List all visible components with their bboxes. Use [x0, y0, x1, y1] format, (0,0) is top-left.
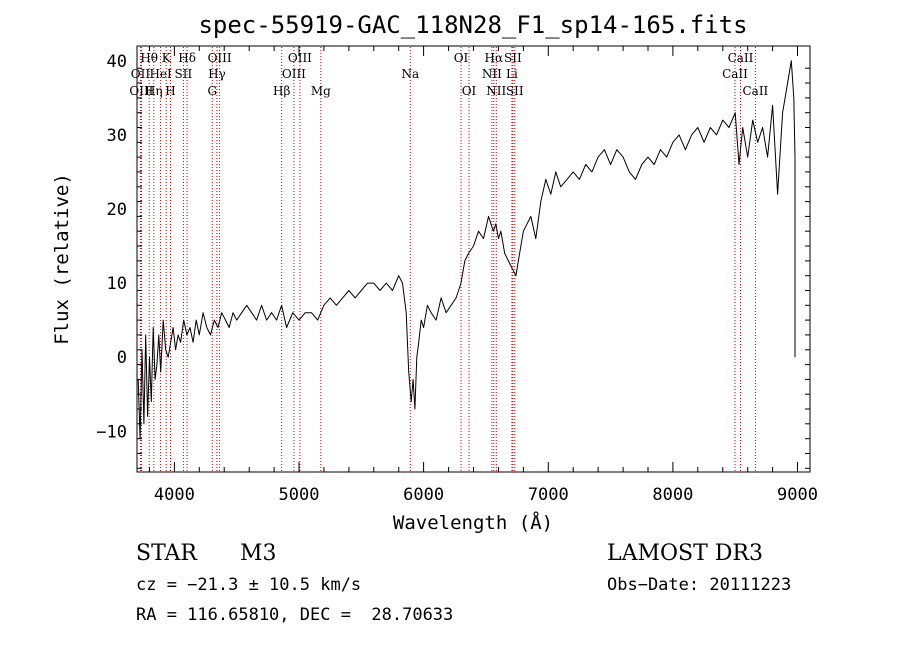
spectrum-series [137, 60, 796, 440]
line-label: CaII [742, 84, 768, 98]
line-label: CaII [728, 51, 754, 65]
x-axis-label: Wavelength (Å) [393, 511, 553, 534]
line-label: OIII [208, 51, 232, 65]
chart-title: spec-55919-GAC_118N28_F1_sp14-165.fits [198, 11, 747, 39]
line-label: OI [462, 84, 477, 98]
x-tick-label: 4000 [154, 485, 195, 505]
x-tick-label: 9000 [777, 485, 818, 505]
coords-text: RA = 116.65810, DEC = 28.70633 [136, 605, 453, 625]
line-label: CaII [722, 67, 748, 81]
line-label: Mg [311, 84, 331, 98]
spectrum-line [137, 60, 796, 440]
x-axis: 4000 5000 6000 7000 8000 9000 [149, 46, 818, 505]
x-tick-label: 7000 [528, 485, 569, 505]
line-label: Hγ [208, 67, 226, 81]
survey-name: LAMOST DR3 [607, 541, 763, 566]
line-label: Hθ [140, 51, 158, 65]
line-label: OIII [282, 67, 306, 81]
x-tick-label: 8000 [652, 485, 693, 505]
object-class: STAR [136, 541, 198, 566]
x-tick-label: 5000 [279, 485, 320, 505]
line-markers [139, 47, 756, 471]
line-label: Hδ [178, 51, 196, 65]
line-label: OI [454, 51, 469, 65]
obs-date-text: Obs−Date: 20111223 [607, 575, 791, 595]
y-axis: −10 0 10 20 30 40 [96, 52, 810, 469]
line-label: K [162, 51, 172, 65]
line-label: OIII [288, 51, 312, 65]
line-label: Na [401, 67, 419, 81]
y-tick-label: −10 [96, 422, 127, 442]
line-label: Hα [485, 51, 504, 65]
line-label: G [208, 84, 218, 98]
line-label: H [165, 84, 175, 98]
y-tick-label: 40 [107, 52, 127, 72]
x-tick-label: 6000 [403, 485, 444, 505]
line-label: OII [131, 67, 151, 81]
line-label: NII [486, 84, 506, 98]
line-label: SII [175, 67, 193, 81]
plot-frame [136, 45, 811, 473]
line-label: Hβ [273, 84, 290, 98]
y-tick-label: 0 [117, 348, 127, 368]
line-label: Li [506, 67, 518, 81]
line-label: NII [482, 67, 502, 81]
y-tick-label: 20 [107, 200, 127, 220]
y-axis-label: Flux (relative) [51, 173, 73, 345]
y-tick-label: 10 [107, 274, 127, 294]
redshift-text: cz = −21.3 ± 10.5 km/s [136, 575, 361, 595]
object-subclass: M3 [240, 541, 277, 566]
line-label: OIII [129, 84, 153, 98]
y-tick-label: 30 [107, 126, 127, 146]
line-label: HeI [149, 67, 172, 81]
line-label: SII [504, 51, 522, 65]
line-label: SII [506, 84, 524, 98]
line-label: Hη [145, 84, 163, 98]
